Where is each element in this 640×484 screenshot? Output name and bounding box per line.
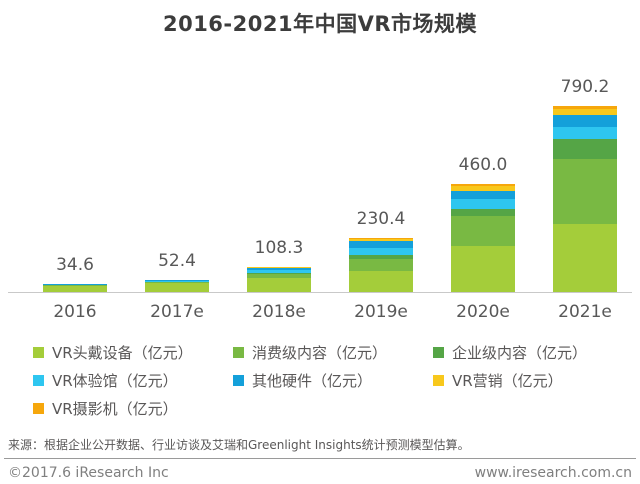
bar-segment-2021e [553, 223, 617, 292]
bar-2021e [553, 106, 617, 292]
legend-item-1: 消费级内容（亿元） [233, 342, 433, 363]
bar-segment-2016 [43, 285, 107, 292]
legend-label: VR营销（亿元） [452, 371, 563, 390]
bar-segment-2018e [247, 274, 311, 279]
legend-label: VR体验馆（亿元） [52, 371, 178, 390]
legend-item-2: 企业级内容（亿元） [433, 342, 633, 363]
legend-item-4: 其他硬件（亿元） [233, 370, 433, 391]
bar-value-label: 108.3 [254, 237, 304, 258]
website-text: www.iresearch.com.cn [474, 465, 632, 481]
legend-swatch-icon [33, 374, 44, 386]
x-axis-baseline [8, 292, 632, 293]
legend-label: 消费级内容（亿元） [252, 343, 388, 362]
bar-segment-2019e [349, 255, 413, 259]
bar-segment-2020e [451, 190, 515, 200]
bar-value-label: 230.4 [356, 208, 406, 229]
bar-segment-2019e [349, 241, 413, 248]
copyright-text: ©2017.6 iResearch Inc [8, 465, 169, 481]
bar-segment-2016 [43, 284, 107, 286]
bar-2019e [349, 237, 413, 292]
bar-segment-2021e [553, 109, 617, 115]
legend-swatch-icon [33, 346, 44, 358]
bar-segment-2019e [349, 270, 413, 292]
source-note: 来源：根据企业公开数据、行业访谈及艾瑞和Greenlight Insights统… [8, 438, 470, 452]
bar-value-label: 460.0 [458, 154, 508, 175]
bar-segment-2018e [247, 273, 311, 275]
legend-item-0: VR头戴设备（亿元） [33, 342, 233, 363]
bar-segment-2020e [451, 186, 515, 191]
footer-divider [4, 458, 636, 459]
legend-label: VR头戴设备（亿元） [52, 343, 193, 362]
x-axis-label-2016: 2016 [53, 302, 97, 322]
legend-swatch-icon [433, 374, 444, 386]
bar-segment-2020e [451, 208, 515, 216]
bar-segment-2020e [451, 246, 515, 292]
x-axis-label-2020e: 2020e [456, 302, 510, 322]
bar-segment-2018e [247, 268, 311, 271]
bar-2017e [145, 279, 209, 292]
bar-value-label: 34.6 [56, 254, 94, 275]
legend-label: VR摄影机（亿元） [52, 399, 178, 418]
bar-2020e [451, 183, 515, 292]
bar-segment-2017e [145, 280, 209, 281]
bar-segment-2021e [553, 114, 617, 127]
bar-segment-2021e [553, 159, 617, 224]
bar-segment-2017e [145, 282, 209, 284]
legend-swatch-icon [233, 346, 244, 358]
legend-label: 其他硬件（亿元） [252, 371, 373, 390]
bar-value-label: 52.4 [158, 250, 196, 271]
x-axis-label-2017e: 2017e [150, 302, 204, 322]
bar-segment-2018e [247, 278, 311, 292]
bar-segment-2019e [349, 237, 413, 239]
legend-swatch-icon [233, 374, 244, 386]
legend-item-5: VR营销（亿元） [433, 370, 633, 391]
bar-segment-2018e [247, 267, 311, 269]
legend-item-6: VR摄影机（亿元） [33, 398, 233, 419]
legend-item-3: VR体验馆（亿元） [33, 370, 233, 391]
legend: VR头戴设备（亿元） 消费级内容（亿元） 企业级内容（亿元） VR体验馆（亿元） 其他硬… [33, 338, 613, 422]
bar-segment-2020e [451, 215, 515, 247]
bar-2016 [43, 283, 107, 292]
bar-segment-2020e [451, 199, 515, 209]
bar-segment-2019e [349, 258, 413, 271]
bar-segment-2017e [145, 283, 209, 292]
legend-swatch-icon [433, 346, 444, 358]
bar-segment-2021e [553, 139, 617, 160]
bar-segment-2019e [349, 239, 413, 242]
chart-title: 2016-2021年中国VR市场规模 [162, 12, 478, 36]
bar-segment-2018e [247, 270, 311, 274]
legend-swatch-icon [33, 402, 44, 414]
legend-label: 企业级内容（亿元） [452, 343, 588, 362]
bar-segment-2020e [451, 183, 515, 187]
bar-value-label: 790.2 [560, 77, 610, 97]
bar-segment-2017e [145, 280, 209, 283]
bar-segment-2021e [553, 106, 617, 110]
bar-segment-2018e [247, 266, 311, 268]
bar-segment-2021e [553, 126, 617, 140]
bar-segment-2019e [349, 247, 413, 256]
x-axis-label-2021e: 2021e [558, 302, 612, 322]
x-axis-label-2018e: 2018e [252, 302, 306, 322]
x-axis-label-2019e: 2019e [354, 302, 408, 322]
bar-2018e [247, 266, 311, 292]
